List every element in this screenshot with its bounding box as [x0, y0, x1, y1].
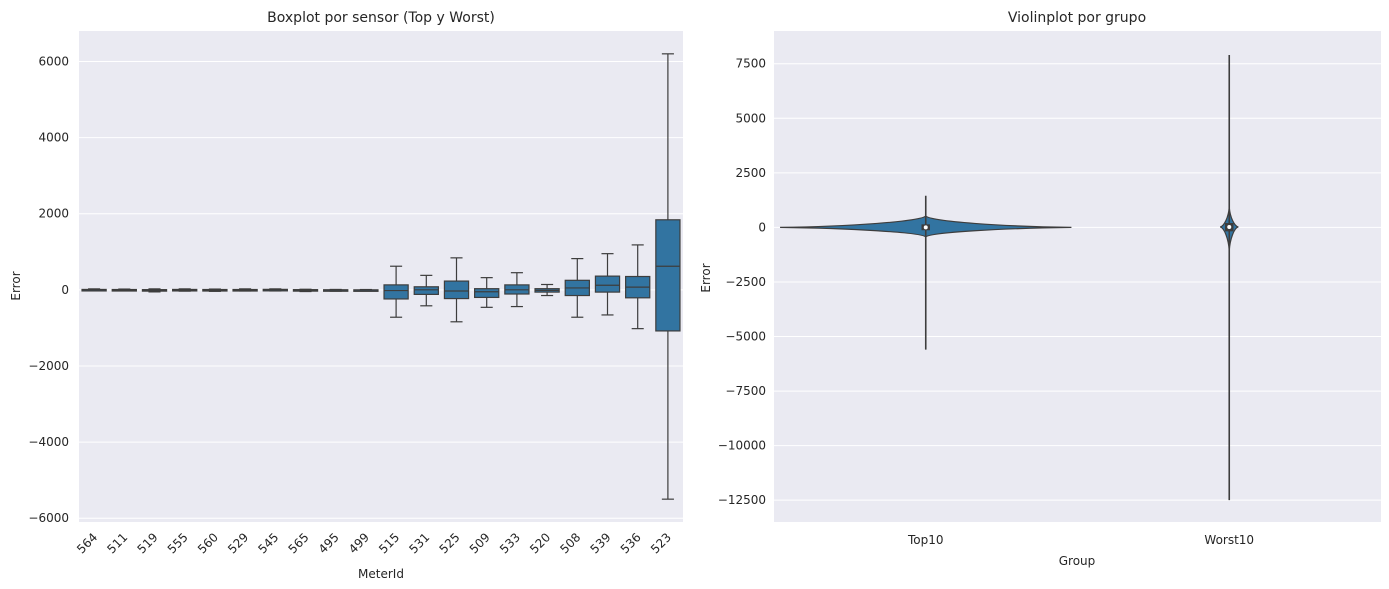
violin-Top10 — [780, 195, 1072, 350]
box-529 — [232, 288, 258, 292]
box-509 — [474, 277, 500, 308]
boxplot-x-tick-label: 509 — [467, 530, 493, 556]
boxplot-y-tick-label: 4000 — [38, 131, 69, 145]
boxplot-x-tick-label: 565 — [286, 530, 312, 556]
violin-x-tick-label: Top10 — [907, 533, 944, 547]
box-525 — [443, 257, 470, 323]
box-520 — [534, 283, 560, 297]
boxplot-x-tick-label: 533 — [497, 530, 523, 556]
boxplot-y-ticks: −6000 −4000 −2000 0 2000 4000 6000 — [28, 54, 69, 525]
violin-median-dot — [923, 225, 928, 230]
boxplot-panel: −6000 −4000 −2000 0 2000 4000 6000 564 511 519 55… — [9, 10, 683, 581]
boxplot-title: Boxplot por sensor (Top y Worst) — [267, 10, 495, 26]
violin-median-dot — [1227, 224, 1232, 229]
violin-y-tick-label: 0 — [758, 220, 766, 234]
boxplot-x-tick-label: 523 — [648, 530, 674, 556]
box-564 — [81, 288, 107, 292]
violin-y-tick-label: −12500 — [718, 493, 766, 507]
box-533 — [504, 272, 530, 308]
boxplot-x-tick-label: 515 — [376, 530, 402, 556]
boxplot-x-tick-label: 539 — [588, 530, 614, 556]
boxplot-x-ticks: 564 511 519 555 560 529 545 565 495 499 515 531 525 5… — [74, 530, 674, 556]
boxplot-y-tick-label: −6000 — [28, 511, 69, 525]
violin-plot-area — [774, 31, 1381, 522]
violin-y-tick-label: 2500 — [735, 166, 766, 180]
violin-x-axis-label: Group — [1059, 554, 1096, 568]
boxplot-x-tick-label: 525 — [437, 530, 463, 556]
violin-panel: −12500 −10000 −7500 −5000 −2500 0 2500 5000 7500… — [699, 10, 1381, 568]
boxplot-x-tick-label: 564 — [74, 530, 100, 556]
box-508 — [564, 258, 590, 318]
violin-x-ticks: Top10 Worst10 — [907, 533, 1254, 547]
box-515 — [383, 265, 409, 318]
boxplot-plot-area — [79, 31, 683, 522]
box-iqr — [413, 286, 439, 295]
box-545 — [262, 288, 288, 292]
box-iqr — [443, 280, 470, 300]
violin-y-tick-label: 7500 — [735, 57, 766, 71]
boxplot-x-tick-label: 508 — [557, 530, 583, 556]
box-iqr — [655, 219, 681, 332]
box-531 — [413, 274, 439, 307]
box-iqr — [474, 288, 500, 299]
violin-y-tick-label: −7500 — [725, 384, 766, 398]
violin-gridlines — [774, 63, 1381, 501]
box-565 — [292, 288, 319, 293]
boxplot-x-tick-label: 495 — [316, 530, 342, 556]
violin-y-tick-label: −2500 — [725, 275, 766, 289]
boxplot-y-tick-label: 0 — [61, 283, 69, 297]
violin-shapes — [780, 55, 1239, 501]
boxplot-y-tick-label: −4000 — [28, 435, 69, 449]
boxplot-x-tick-label: 560 — [195, 530, 221, 556]
boxplot-x-tick-label: 536 — [618, 530, 644, 556]
box-536 — [625, 244, 651, 330]
boxplot-x-tick-label: 499 — [346, 530, 372, 556]
violin-y-tick-label: −10000 — [718, 439, 766, 453]
boxplot-x-tick-label: 531 — [406, 530, 432, 556]
box-iqr — [594, 275, 621, 293]
boxplot-x-tick-label: 529 — [225, 530, 251, 556]
box-539 — [594, 253, 621, 316]
boxplot-x-tick-label: 519 — [135, 530, 161, 556]
boxplot-x-tick-label: 545 — [255, 530, 281, 556]
boxplot-y-axis-label: Error — [9, 271, 23, 300]
violin-y-axis-label: Error — [699, 263, 713, 292]
boxplot-x-axis-label: MeterId — [358, 567, 404, 581]
violin-y-tick-label: 5000 — [735, 111, 766, 125]
boxplot-y-tick-label: 6000 — [38, 54, 69, 68]
violin-y-ticks: −12500 −10000 −7500 −5000 −2500 0 2500 5000 7500 — [718, 57, 766, 507]
boxplot-x-tick-label: 520 — [527, 530, 553, 556]
violin-x-tick-label: Worst10 — [1204, 533, 1254, 547]
boxplot-y-tick-label: 2000 — [38, 207, 69, 221]
box-495 — [323, 288, 349, 292]
boxplot-x-tick-label: 511 — [104, 530, 130, 556]
violin-y-tick-label: −5000 — [725, 330, 766, 344]
box-511 — [111, 288, 137, 292]
boxplot-y-tick-label: −2000 — [28, 359, 69, 373]
box-519 — [141, 288, 168, 293]
boxplot-x-tick-label: 555 — [165, 530, 191, 556]
violin-Worst10 — [1219, 55, 1239, 501]
box-523 — [655, 53, 681, 500]
box-499 — [353, 288, 379, 292]
box-555 — [172, 288, 198, 292]
box-560 — [202, 288, 228, 292]
violin-title: Violinplot por grupo — [1008, 10, 1146, 26]
box-iqr — [383, 284, 409, 300]
boxplot-boxes — [81, 53, 681, 500]
